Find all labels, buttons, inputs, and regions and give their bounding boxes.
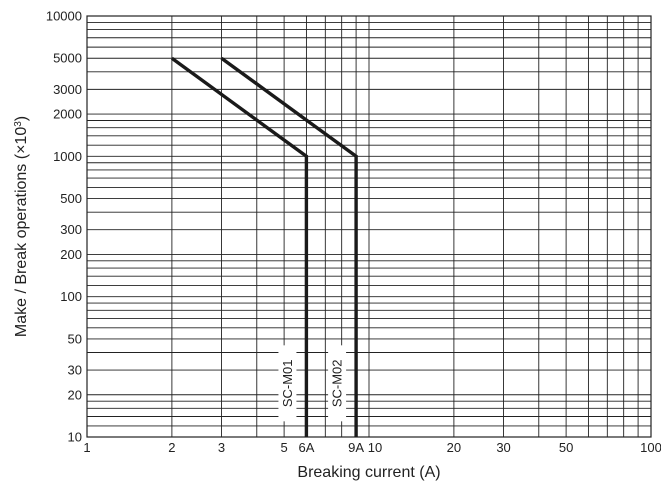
series-line-sc-m02 (220, 56, 358, 437)
x-tick-label: 10 (368, 440, 382, 455)
y-axis-label-close: ) (13, 116, 30, 121)
y-tick-label: 200 (60, 247, 82, 262)
x-axis-label: Breaking current (A) (297, 464, 440, 481)
series-label-background (278, 345, 297, 422)
x-gridlines (171, 16, 639, 437)
y-axis-label-main: Make / Break operations (×10 (13, 127, 30, 337)
x-tick-label: 20 (447, 440, 461, 455)
series-line-sc-m01 (170, 56, 309, 437)
x-tick-label: 2 (168, 440, 175, 455)
x-tick-labels: 1 2 3 5 6A 9A 10 20 30 50 100 (83, 440, 661, 455)
y-tick-labels: 10 20 30 50 100 200 300 500 1000 2000 3000 5000 1000… (46, 9, 82, 445)
x-tick-label: 9A (348, 440, 364, 455)
y-tick-label: 10 (68, 430, 82, 445)
x-tick-label: 50 (559, 440, 573, 455)
x-tick-label: 30 (496, 440, 510, 455)
series-label-sc-m02: SC-M02 (330, 359, 345, 407)
y-tick-label: 20 (68, 387, 82, 402)
y-tick-label: 1000 (53, 149, 82, 164)
y-tick-label: 10000 (46, 9, 82, 24)
y-tick-label: 50 (68, 331, 82, 346)
y-tick-label: 30 (68, 363, 82, 378)
y-tick-label: 300 (60, 222, 82, 237)
series-lines: SC-M01 SC-M02 (170, 56, 358, 437)
x-tick-label: 100 (640, 440, 661, 455)
y-tick-label: 2000 (53, 107, 82, 122)
x-tick-label: 6A (298, 440, 314, 455)
series-label-sc-m01: SC-M01 (280, 359, 295, 407)
y-tick-label: 100 (60, 289, 82, 304)
y-tick-label: 5000 (53, 51, 82, 66)
x-tick-label: 1 (83, 440, 90, 455)
x-tick-label: 5 (280, 440, 287, 455)
y-axis-label-exponent: 3 (13, 121, 24, 127)
x-tick-label: 3 (218, 440, 225, 455)
plot-border (86, 15, 652, 438)
y-tick-label: 3000 (53, 82, 82, 97)
y-gridlines (87, 21, 651, 427)
y-axis-label: Make / Break operations (×103) (13, 116, 31, 337)
series-label-background (328, 345, 347, 422)
y-tick-label: 500 (60, 191, 82, 206)
